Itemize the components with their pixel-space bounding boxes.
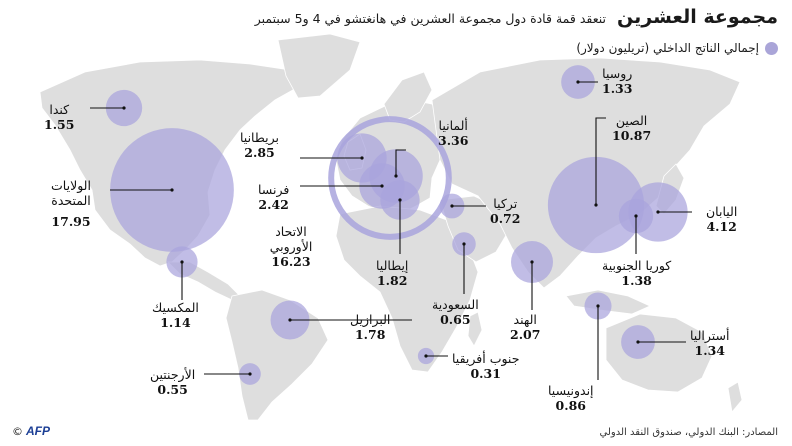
source-note: المصادر: البنك الدولي، صندوق النقد الدول… [599, 427, 778, 438]
country-value: 0.65 [440, 312, 471, 327]
label-eu: الاتحاد الأوروبي 16.23 [256, 224, 326, 269]
country-value: 4.12 [706, 219, 737, 234]
dot-uk [360, 156, 364, 160]
country-value: 17.95 [51, 214, 91, 229]
country-value: 2.07 [510, 327, 541, 342]
dot-southafrica [424, 354, 428, 358]
dot-india [530, 260, 534, 264]
dot-canada [122, 106, 126, 110]
country-value: 1.34 [694, 343, 725, 358]
country-name: السعودية [432, 297, 479, 312]
label-saudi: السعودية 0.65 [432, 297, 479, 327]
label-canada: كندا 1.55 [44, 102, 74, 132]
label-japan: اليابان 4.12 [706, 204, 737, 234]
dot-australia [636, 340, 640, 344]
country-value: 1.78 [354, 327, 386, 342]
country-name: الاتحاد الأوروبي [269, 224, 313, 254]
dot-turkey [450, 204, 454, 208]
dot-saudi [462, 242, 466, 246]
leader-lines [90, 81, 692, 380]
copyright-symbol: © [12, 424, 23, 438]
country-name: البرازيل [350, 312, 391, 327]
legend-label: إجمالي الناتج الداخلي (تريليون دولار) [576, 41, 759, 55]
country-name: اليابان [706, 204, 738, 219]
country-value: 2.42 [258, 197, 289, 212]
label-korea: كوريا الجنوبية 1.38 [602, 258, 671, 288]
country-value: 1.33 [602, 81, 633, 96]
dot-china [594, 203, 598, 207]
afp-logo: AFP [26, 424, 50, 438]
country-name: كوريا الجنوبية [602, 258, 672, 273]
label-france: فرنسا 2.42 [258, 182, 289, 212]
country-name: ألمانيا [438, 118, 468, 133]
dot-brazil [288, 318, 292, 322]
country-value: 1.14 [160, 315, 191, 330]
dot-usa [170, 188, 174, 192]
label-argentina: الأرجنتين 0.55 [150, 367, 195, 397]
country-name: الصين [615, 113, 648, 128]
country-name: أستراليا [690, 328, 730, 343]
label-indonesia: إندونيسيا 0.86 [548, 383, 594, 413]
country-name: الولايات المتحدة [51, 178, 91, 208]
country-name: الأرجنتين [150, 367, 196, 382]
label-southafrica: جنوب أفريقيا 0.31 [452, 351, 519, 381]
country-value: 0.86 [555, 398, 586, 413]
country-value: 1.55 [44, 117, 75, 132]
label-italy: إيطاليا 1.82 [376, 258, 408, 288]
legend-bubble-icon [765, 41, 778, 55]
country-name: تركيا [493, 196, 518, 211]
dot-japan [656, 210, 660, 214]
madagascar-landmass [467, 311, 483, 347]
leader-germany [395, 149, 406, 176]
label-uk: بريطانيا 2.85 [240, 130, 279, 160]
label-russia: روسيا 1.33 [602, 66, 632, 96]
country-value: 0.31 [470, 366, 501, 381]
country-name: إندونيسيا [548, 383, 594, 398]
dot-korea [634, 214, 638, 218]
dot-germany [394, 174, 398, 178]
country-name: الهند [513, 312, 537, 327]
label-china: الصين 10.87 [612, 113, 651, 143]
country-name: روسيا [602, 66, 633, 81]
country-value: 16.23 [271, 254, 311, 269]
bubble-eu [328, 116, 452, 240]
greenland-landmass [277, 33, 361, 99]
dot-italy [398, 198, 402, 202]
label-mexico: المكسيك 1.14 [152, 300, 199, 330]
page-title: مجموعة العشرين [617, 6, 778, 28]
country-value: 0.72 [490, 211, 521, 226]
country-value: 0.55 [157, 382, 188, 397]
legend: إجمالي الناتج الداخلي (تريليون دولار) [576, 41, 778, 55]
label-germany: ألمانيا 3.36 [438, 118, 468, 148]
leader-china [595, 117, 606, 205]
label-turkey: تركيا 0.72 [490, 196, 520, 226]
country-value: 1.82 [376, 273, 408, 288]
dot-indonesia [596, 304, 600, 308]
dot-france [380, 184, 384, 188]
credit: © AFP [12, 424, 50, 438]
dot-mexico [180, 260, 184, 264]
label-usa: الولايات المتحدة 17.95 [40, 178, 102, 229]
country-name: المكسيك [152, 300, 199, 315]
country-value: 1.38 [621, 273, 652, 288]
dot-russia [576, 80, 580, 84]
anchor-dots [122, 80, 660, 376]
label-india: الهند 2.07 [510, 312, 540, 342]
country-name: جنوب أفريقيا [452, 351, 520, 366]
country-name: إيطاليا [376, 258, 409, 273]
country-value: 3.36 [438, 133, 469, 148]
label-brazil: البرازيل 1.78 [350, 312, 390, 342]
country-value: 2.85 [244, 145, 275, 160]
country-value: 10.87 [612, 128, 652, 143]
country-name: فرنسا [258, 182, 290, 197]
label-australia: أستراليا 1.34 [690, 328, 729, 358]
new-zealand-landmass [727, 381, 743, 413]
country-name: كندا [49, 102, 70, 117]
page-subtitle: تنعقد قمة قادة دول مجموعة العشرين في هان… [254, 11, 606, 26]
dot-argentina [248, 372, 252, 376]
country-name: بريطانيا [240, 130, 279, 145]
